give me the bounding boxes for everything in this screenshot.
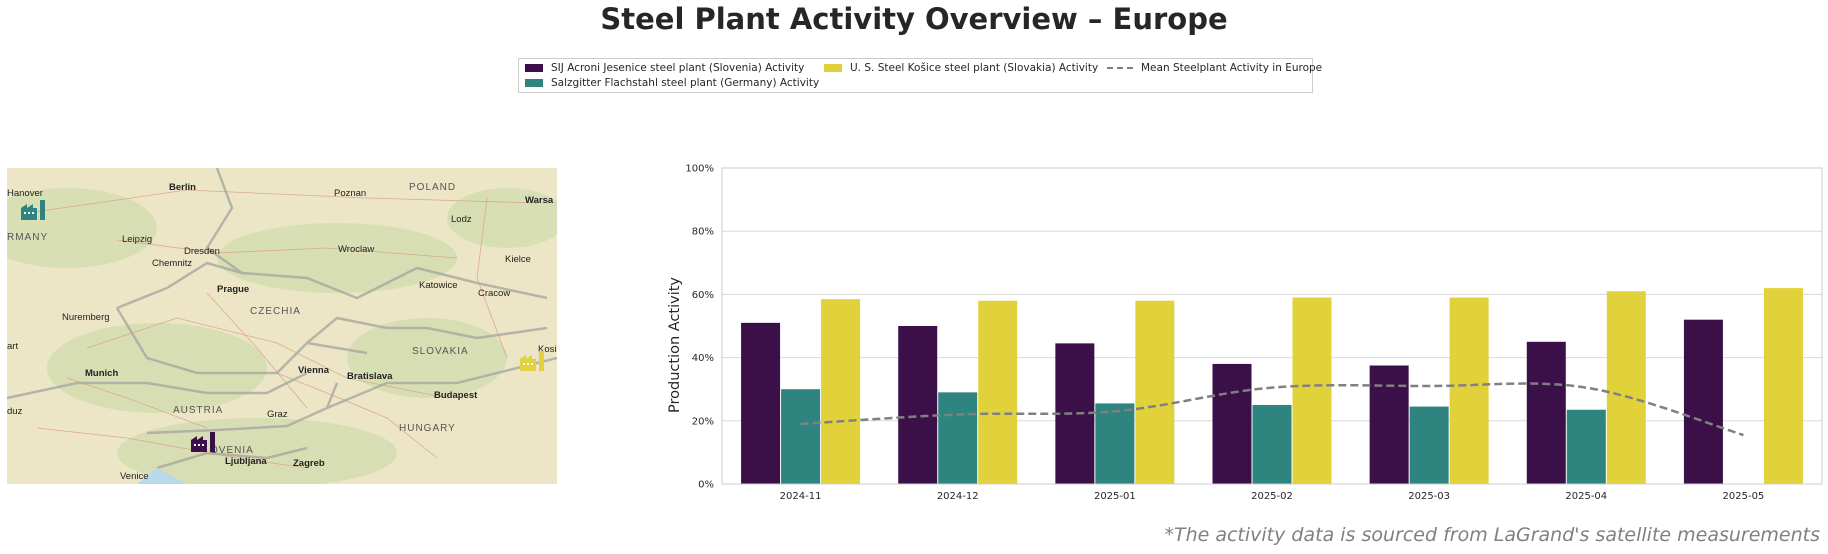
city-label: Kosi: [538, 344, 556, 355]
bar-0-2025-02: [1212, 363, 1252, 484]
city-label: duz: [7, 406, 23, 417]
city-label: Munich: [85, 368, 118, 379]
city-label: Chemnitz: [152, 258, 192, 269]
legend-item-salzgitter: Salzgitter Flachstahl steel plant (Germa…: [525, 77, 819, 89]
chart-legend: SIJ Acroni Jesenice steel plant (Sloveni…: [518, 58, 1322, 93]
bar-2-2025-05: [1763, 288, 1803, 484]
map-terrain: [7, 188, 557, 484]
bar-2-2024-12: [978, 300, 1018, 484]
y-tick-label: 60%: [692, 290, 714, 301]
city-label: Kielce: [505, 254, 531, 265]
country-label: POLAND: [409, 182, 456, 193]
bar-2-2025-01: [1135, 300, 1175, 484]
legend-label-mean: Mean Steelplant Activity in Europe: [1141, 62, 1323, 74]
y-tick-label: 20%: [692, 416, 714, 427]
plot-frame: [721, 167, 1823, 485]
bar-0-2024-11: [741, 322, 781, 484]
acroni-factory-icon: [191, 432, 215, 452]
country-label: HUNGARY: [399, 423, 456, 434]
bar-1-2024-12: [938, 392, 978, 484]
y-tick-label: 80%: [692, 227, 714, 238]
legend-swatch-acroni: [525, 64, 543, 72]
y-tick-label: 40%: [692, 353, 714, 364]
bar-1-2025-01: [1095, 403, 1135, 484]
y-tick-label: 100%: [685, 164, 714, 175]
city-label: Graz: [267, 409, 288, 420]
city-label: art: [7, 341, 18, 352]
bar-2-2025-02: [1292, 297, 1332, 484]
city-label: Budapest: [434, 390, 478, 401]
city-label: Zagreb: [293, 458, 325, 469]
city-label: Hanover: [7, 188, 43, 199]
bar-1-2024-11: [781, 389, 821, 484]
city-label: Warsa: [525, 195, 554, 206]
mean-line-layer: [800, 382, 1744, 437]
map-sea: [137, 468, 187, 484]
city-label: Berlin: [169, 182, 196, 193]
legend-swatch-kosice: [824, 64, 842, 72]
country-label: SLOVAKIA: [412, 346, 469, 357]
legend-item-kosice: U. S. Steel Košice steel plant (Slovakia…: [824, 62, 1098, 74]
country-label: AUSTRIA: [173, 405, 223, 416]
y-tick-label: 0%: [698, 480, 714, 491]
city-label: Ljubljana: [225, 456, 267, 467]
country-label: CZECHIA: [250, 306, 301, 317]
city-label: Lodz: [451, 214, 472, 225]
map-labels: Berlin Poznan POLAND Warsa Hanover Lodz …: [7, 182, 556, 482]
legend-label-kosice: U. S. Steel Košice steel plant (Slovakia…: [850, 62, 1099, 74]
x-tick-labels: 2024-11 2024-12 2025-01 2025-02 2025-03 2025-…: [780, 491, 1765, 502]
city-label: Leipzig: [122, 234, 152, 245]
chart-title: Steel Plant Activity Overview – Europe: [600, 2, 1228, 36]
city-label: Prague: [217, 284, 249, 295]
europe-map: Berlin Poznan POLAND Warsa Hanover Lodz …: [7, 168, 557, 484]
footnote: *The activity data is sourced from LaGra…: [1164, 524, 1820, 546]
bar-2-2025-03: [1449, 297, 1489, 484]
bar-1-2025-03: [1409, 406, 1449, 484]
bar-2-2025-04: [1606, 291, 1646, 484]
city-label: Poznan: [334, 188, 366, 199]
bar-2-2024-11: [821, 299, 861, 484]
x-tick-label: 2025-02: [1251, 491, 1293, 502]
map-roads: [26, 189, 538, 469]
legend-item-acroni: SIJ Acroni Jesenice steel plant (Sloveni…: [525, 62, 804, 74]
city-label: Venice: [120, 471, 149, 482]
bar-0-2024-12: [898, 326, 938, 484]
bar-0-2025-01: [1055, 343, 1095, 484]
city-label: Bratislava: [347, 371, 393, 382]
map-borders: [7, 168, 557, 470]
y-tick-labels: 0% 20% 40% 60% 80% 100%: [685, 164, 714, 491]
country-label: OVENIA: [210, 445, 254, 456]
bar-0-2025-05: [1683, 319, 1723, 484]
kosice-factory-icon: [520, 351, 544, 371]
legend-label-salzgitter: Salzgitter Flachstahl steel plant (Germa…: [551, 77, 820, 89]
legend-swatch-salzgitter: [525, 79, 543, 87]
city-label: Wroclaw: [338, 244, 374, 255]
bar-1-2025-02: [1252, 405, 1292, 484]
x-tick-label: 2024-11: [780, 491, 822, 502]
x-tick-label: 2025-03: [1408, 491, 1450, 502]
city-label: Cracow: [478, 288, 510, 299]
legend-swatch-mean: [1107, 67, 1133, 69]
x-tick-label: 2025-01: [1094, 491, 1136, 502]
city-label: Dresden: [184, 246, 220, 257]
bar-0-2025-03: [1369, 365, 1409, 484]
bar-1-2025-04: [1566, 409, 1606, 484]
bar-0-2025-04: [1526, 341, 1566, 484]
x-tick-label: 2025-05: [1723, 491, 1765, 502]
x-tick-label: 2025-04: [1565, 491, 1607, 502]
legend-label-acroni: SIJ Acroni Jesenice steel plant (Sloveni…: [551, 62, 805, 74]
x-tick-label: 2024-12: [937, 491, 979, 502]
salzgitter-factory-icon: [21, 200, 45, 220]
activity-bar-chart: 0% 20% 40% 60% 80% 100% 2024-11 2024-12 2025-01…: [667, 164, 1823, 502]
city-label: Vienna: [298, 365, 330, 376]
country-label: RMANY: [7, 232, 48, 243]
mean-activity-line: [800, 382, 1744, 437]
city-label: Katowice: [419, 280, 458, 291]
bars: [741, 288, 1803, 484]
city-label: Nuremberg: [62, 312, 110, 323]
legend-item-mean: Mean Steelplant Activity in Europe: [1107, 62, 1322, 74]
y-axis-label: Production Activity: [667, 277, 683, 413]
